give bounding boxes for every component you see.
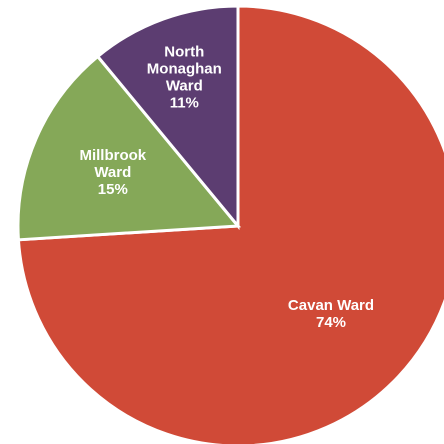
pie-percent-label: 15% <box>98 181 128 198</box>
pie-slices <box>16 4 444 444</box>
pie-slice-north-monaghan-ward <box>95 4 240 231</box>
pie-name-label: Cavan Ward <box>288 297 374 314</box>
pie-percent-label: 74% <box>316 314 346 331</box>
pie-name-label: North <box>164 44 204 61</box>
pie-slice-millbrook-ward <box>16 54 242 242</box>
pie-name-label: Monaghan <box>147 61 222 78</box>
pie-labels: Cavan Ward 74%Millbrook Ward 15%North Monagh… <box>79 44 374 331</box>
pie-slice-cavan-ward <box>16 4 444 444</box>
pie-label-millbrook-ward: Millbrook Ward 15% <box>79 147 146 198</box>
pie-name-label: Millbrook <box>79 147 146 164</box>
pie-label-cavan-ward: Cavan Ward 74% <box>288 297 374 331</box>
pie-name-label: Ward <box>166 78 203 95</box>
pie-name-label: Ward <box>94 164 131 181</box>
pie-percent-label: 11% <box>170 95 199 112</box>
pie-label-north-monaghan-ward: North Monaghan Ward 11% <box>147 44 222 112</box>
